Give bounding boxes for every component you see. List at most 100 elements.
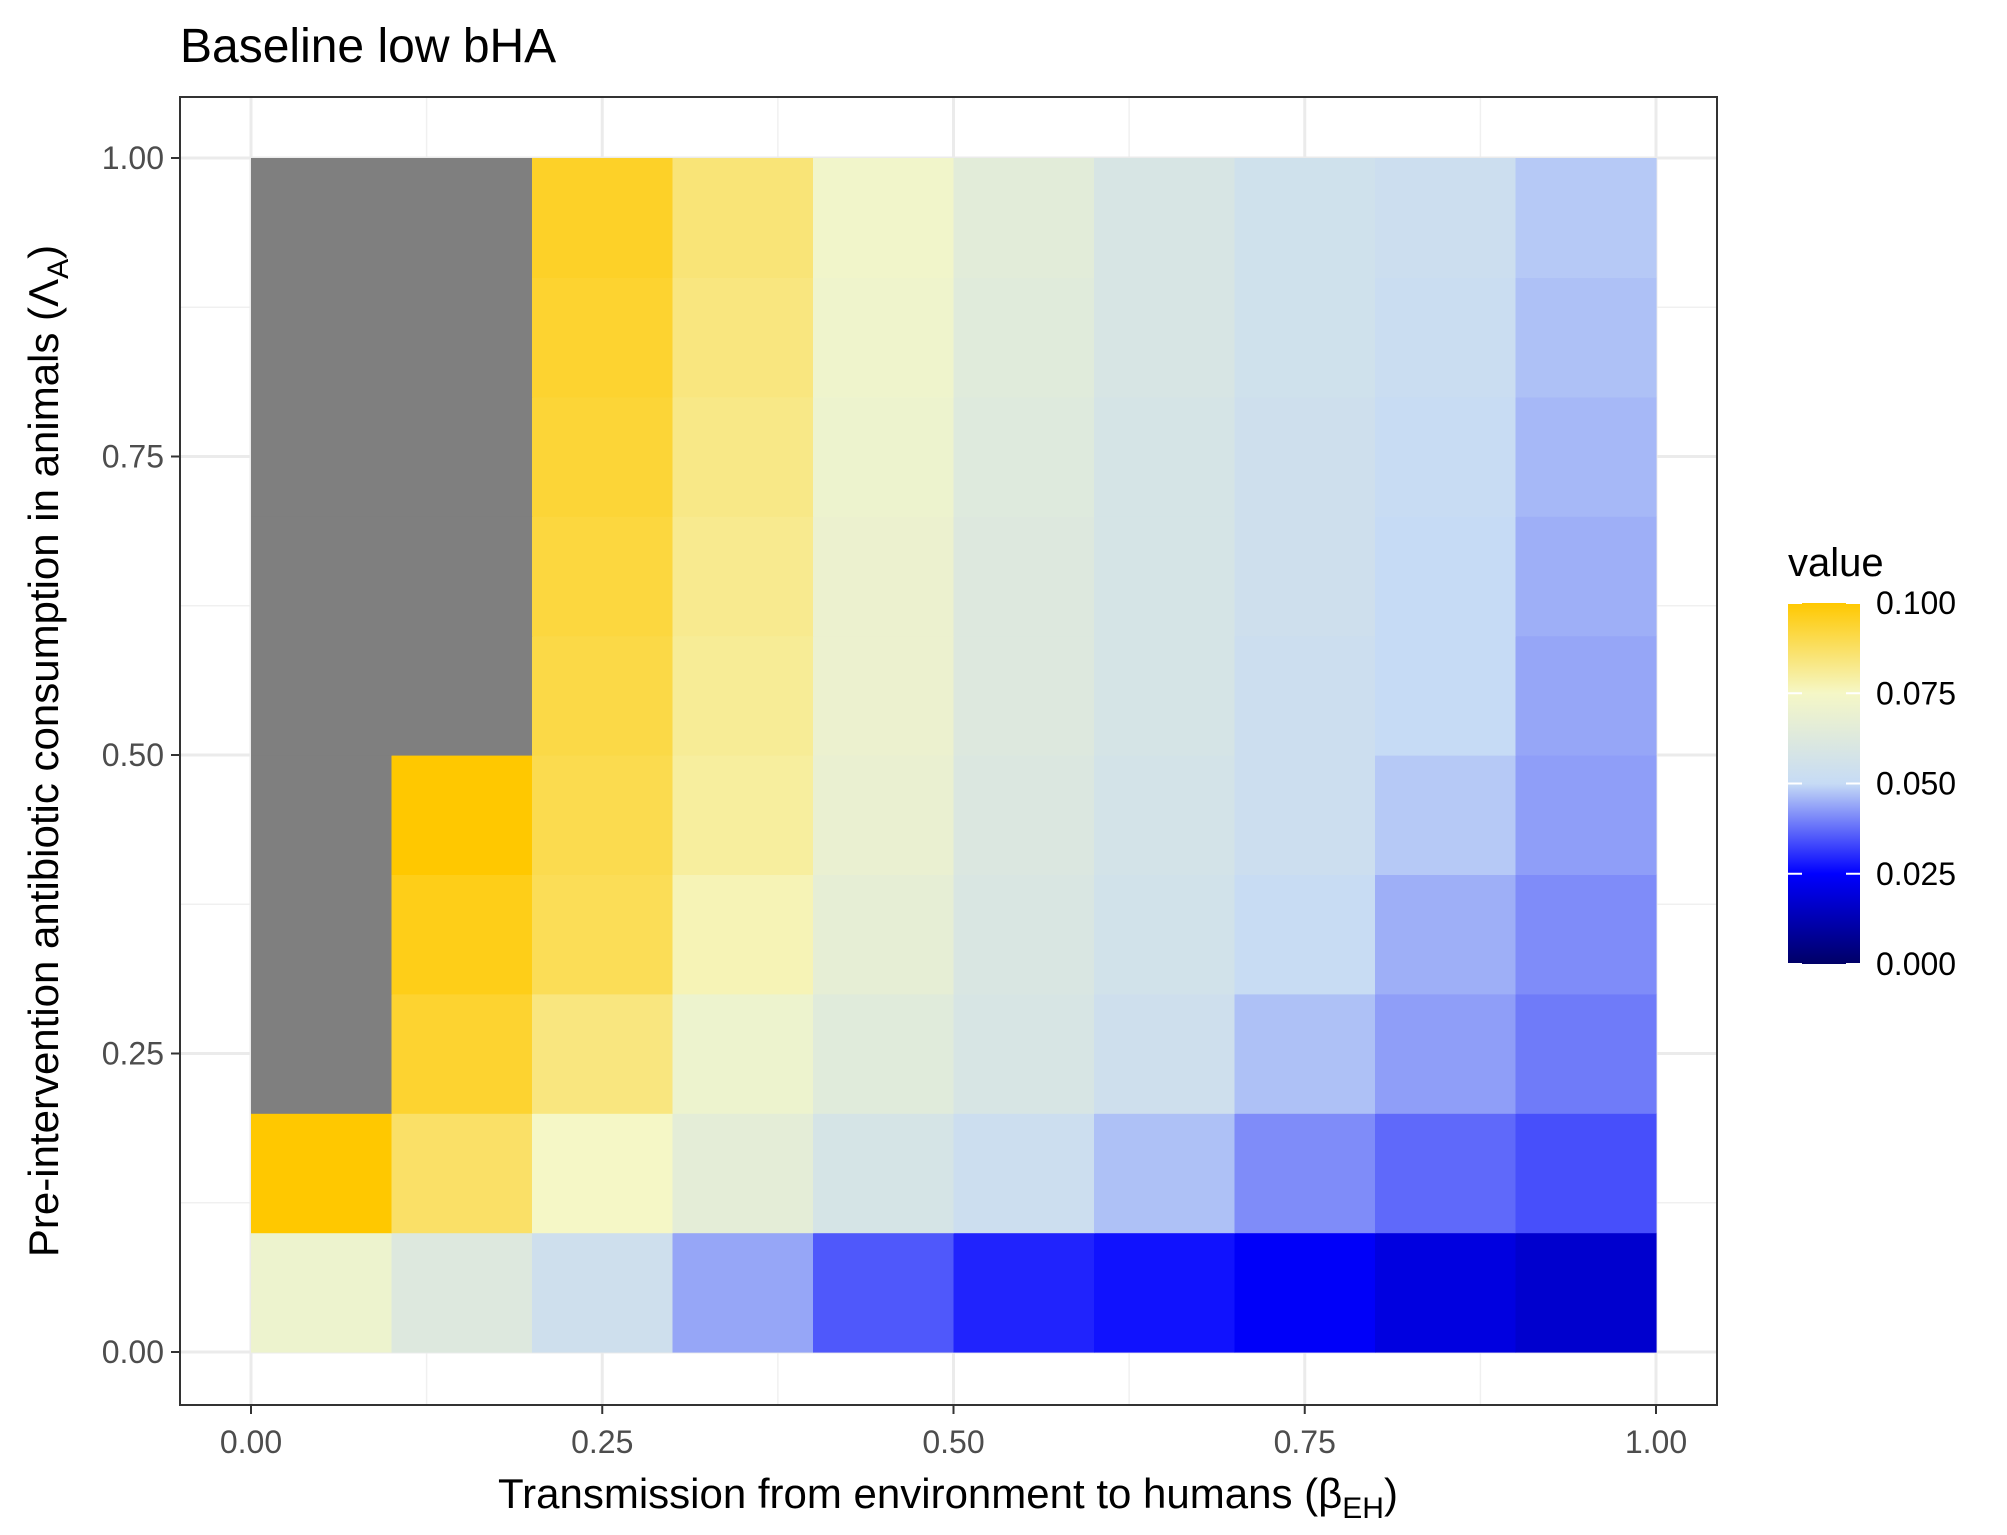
x-axis-title-close: ) — [1384, 1470, 1398, 1517]
heatmap-tile — [532, 1232, 674, 1353]
y-axis-title-main: Pre-intervention antibiotic consumption … — [20, 279, 67, 1257]
heatmap-tile — [672, 1113, 814, 1234]
heatmap-tile — [813, 1113, 955, 1234]
heatmap-tile — [813, 277, 955, 398]
heatmap-tile — [672, 635, 814, 756]
heatmap-tile — [1515, 1232, 1657, 1353]
legend-title: value — [1788, 541, 1884, 585]
x-axis-title-sub: EH — [1342, 1492, 1384, 1525]
heatmap-tile — [1234, 755, 1376, 875]
heatmap-tile — [953, 1113, 1095, 1234]
heatmap-tile — [1515, 396, 1657, 517]
heatmap-tile — [532, 516, 674, 637]
heatmap-tile — [672, 874, 814, 995]
heatmap-tile — [953, 874, 1095, 995]
x-tick-label: 0.25 — [571, 1424, 633, 1460]
heatmap-tile — [1234, 158, 1376, 278]
legend-tick-label: 0.025 — [1876, 856, 1956, 892]
heatmap-tile-na — [391, 158, 533, 278]
heatmap-tile — [1094, 158, 1236, 278]
heatmap-tile — [1375, 277, 1517, 398]
heatmap-tile — [1094, 396, 1236, 517]
heatmap-tile — [1375, 874, 1517, 995]
legend-ticks: 0.100 0.075 0.050 0.025 0.000 — [1788, 585, 1956, 982]
x-tick-label: 0.75 — [1274, 1424, 1336, 1460]
chart-title: Baseline low bHA — [180, 20, 556, 73]
legend-tick-label: 0.100 — [1876, 585, 1956, 621]
y-tick-label: 1.00 — [102, 140, 164, 176]
heatmap-tile — [813, 158, 955, 278]
heatmap-tile — [251, 1113, 393, 1234]
plot-panel — [179, 96, 1718, 1406]
x-axis-title: Transmission from environment to humans … — [498, 1470, 1398, 1525]
heatmap-tile-na — [251, 993, 393, 1114]
heatmap-tile — [1375, 1232, 1517, 1353]
heatmap-tile-na — [391, 635, 533, 756]
heatmap-tile — [953, 1232, 1095, 1353]
heatmap-tile — [1375, 158, 1517, 278]
legend-tick-label: 0.075 — [1876, 675, 1956, 711]
heatmap-tile — [1375, 635, 1517, 756]
heatmap-tile — [532, 755, 674, 875]
heatmap-tile — [672, 993, 814, 1114]
y-tick-label: 0.50 — [102, 737, 164, 773]
heatmap-tile — [1094, 755, 1236, 875]
heatmap-tile — [953, 396, 1095, 517]
heatmap-tile — [953, 158, 1095, 278]
heatmap-tile — [1234, 1113, 1376, 1234]
heatmap-tile — [1375, 755, 1517, 875]
heatmap-tile — [953, 635, 1095, 756]
heatmap-tile — [672, 158, 814, 278]
heatmap-tile-na — [391, 516, 533, 637]
heatmap-tile — [1094, 277, 1236, 398]
heatmap-tile — [1234, 993, 1376, 1114]
heatmap-tile — [532, 158, 674, 278]
heatmap-tiles — [251, 158, 1657, 1353]
legend: value 0.100 0.075 0.050 0.025 0.000 — [1788, 541, 1956, 982]
y-tick-label: 0.00 — [102, 1334, 164, 1370]
heatmap-tile-na — [391, 396, 533, 517]
x-axis-title-main: Transmission from environment to humans … — [498, 1470, 1342, 1517]
heatmap-tile — [1375, 516, 1517, 637]
heatmap-tile — [532, 993, 674, 1114]
heatmap-tile — [813, 635, 955, 756]
heatmap-tile — [1375, 396, 1517, 517]
heatmap-tile — [1515, 277, 1657, 398]
heatmap-tile-na — [251, 396, 393, 517]
legend-tick-label: 0.000 — [1876, 946, 1956, 982]
heatmap-tile — [1094, 516, 1236, 637]
heatmap-tile — [1515, 874, 1657, 995]
y-axis: 0.00 0.25 0.50 0.75 1.00 — [102, 140, 180, 1370]
heatmap-tile — [813, 755, 955, 875]
heatmap-tile — [1094, 993, 1236, 1114]
heatmap-tile — [1515, 1113, 1657, 1234]
heatmap-tile — [953, 516, 1095, 637]
x-tick-label: 0.00 — [220, 1424, 282, 1460]
heatmap-tile — [1515, 993, 1657, 1114]
heatmap-tile-na — [251, 755, 393, 875]
heatmap-tile — [1234, 516, 1376, 637]
heatmap-tile — [251, 1232, 393, 1353]
heatmap-tile — [813, 874, 955, 995]
plot-border — [179, 96, 1718, 1406]
heatmap-tile — [391, 874, 533, 995]
y-axis-title: Pre-intervention antibiotic consumption … — [20, 245, 75, 1257]
heatmap-tile — [813, 396, 955, 517]
heatmap-tile — [672, 277, 814, 398]
y-axis-title-sub: A — [42, 259, 75, 279]
y-tick-label: 0.25 — [102, 1036, 164, 1072]
heatmap-tile-na — [251, 277, 393, 398]
heatmap-tile — [532, 635, 674, 756]
heatmap-tile — [1515, 755, 1657, 875]
heatmap-tile-na — [251, 874, 393, 995]
heatmap-tile — [532, 874, 674, 995]
heatmap-tile — [672, 755, 814, 875]
heatmap-tile — [532, 396, 674, 517]
heatmap-tile — [1234, 277, 1376, 398]
heatmap-tile-na — [251, 516, 393, 637]
heatmap-tile — [532, 277, 674, 398]
heatmap-tile — [1515, 635, 1657, 756]
heatmap-tile — [1094, 874, 1236, 995]
heatmap-tile — [813, 993, 955, 1114]
y-tick-label: 0.75 — [102, 439, 164, 475]
